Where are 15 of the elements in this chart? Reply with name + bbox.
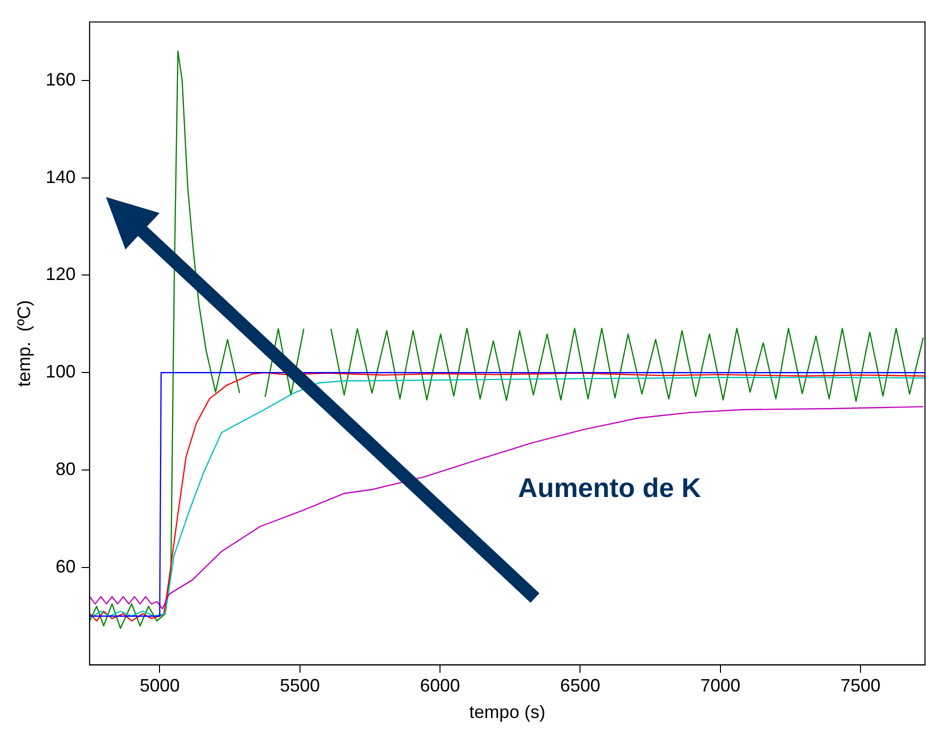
- x-tick-label: 7000: [700, 676, 740, 696]
- y-tick-label: 120: [46, 264, 76, 284]
- y-tick-label: 140: [46, 166, 76, 187]
- y-tick-label: 80: [56, 458, 76, 479]
- x-tick-label: 7500: [840, 676, 881, 696]
- y-tick-label: 60: [56, 556, 76, 576]
- y-tick-label: 160: [46, 69, 76, 90]
- annotation: Aumento de K: [518, 473, 702, 503]
- y-axis-title: temp. (ºC): [14, 300, 34, 387]
- x-tick-label: 6500: [560, 676, 600, 696]
- x-tick-label: 5000: [140, 676, 180, 696]
- x-axis-title: tempo (s): [469, 702, 546, 722]
- y-tick-label: 100: [46, 362, 76, 382]
- x-tick-label: 5500: [280, 676, 320, 696]
- x-tick-label: 6000: [420, 676, 460, 696]
